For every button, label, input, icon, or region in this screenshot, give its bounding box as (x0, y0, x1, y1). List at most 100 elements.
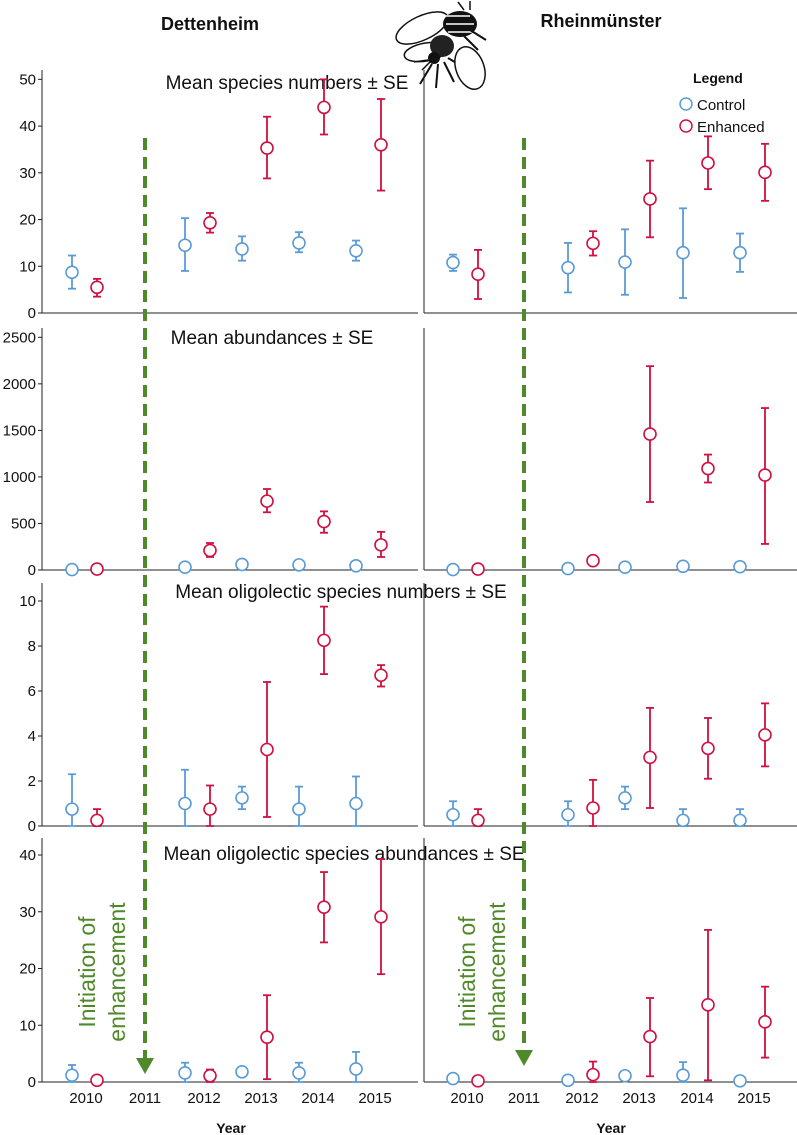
mean-marker (374, 668, 388, 683)
point-enhanced-2014 (701, 717, 715, 780)
mean-marker (374, 538, 388, 552)
y-tick-label: 2000 (3, 376, 36, 393)
point-control-2014 (676, 207, 690, 299)
point-enhanced-2014 (317, 78, 331, 136)
point-enhanced-2013 (260, 994, 274, 1081)
point-control-2015 (733, 808, 747, 828)
panel-1 (423, 70, 797, 314)
point-enhanced-2012 (586, 1060, 600, 1083)
x-axis-label-right: Year (596, 1120, 626, 1135)
y-tick-label: 20 (19, 212, 36, 229)
mean-marker (235, 557, 249, 572)
mean-marker (586, 1067, 600, 1082)
mean-marker (260, 141, 274, 155)
panel-5 (423, 583, 797, 828)
point-enhanced-2013 (643, 159, 657, 239)
site-title-dettenheim: Dettenheim (161, 14, 259, 34)
x-ticks: 2010 2011 2012 2013 2014 2015 2010 2011 2012 2013… (69, 1090, 770, 1107)
point-control-2014 (292, 785, 306, 827)
y-tick-label: 10 (19, 258, 36, 275)
annotation-line2-right: enhancement (484, 902, 510, 1042)
mean-marker (203, 543, 217, 558)
point-control-2013 (235, 235, 249, 262)
point-control-2012 (178, 560, 192, 575)
panel-2: 0 500 1000 1500 2000 2500 (3, 328, 418, 579)
point-enhanced-2014 (701, 453, 715, 484)
annotation-text-left: Initiation of enhancement (74, 902, 130, 1042)
x-tick-label: 2012 (187, 1090, 220, 1107)
y-tick-label: 8 (28, 638, 36, 655)
mean-marker (178, 560, 192, 575)
legend-marker-control (679, 97, 693, 111)
point-control-2012 (178, 1061, 192, 1083)
point-control-2012 (561, 1073, 575, 1088)
point-control-2014 (292, 231, 306, 254)
point-enhanced-2012 (203, 212, 217, 234)
x-tick-label: 2012 (565, 1090, 598, 1107)
point-control-2013 (235, 785, 249, 811)
mean-marker (618, 791, 632, 805)
y-tick-label: 40 (19, 847, 36, 864)
y-tick-label: 1500 (3, 422, 36, 439)
x-tick-label: 2015 (737, 1090, 770, 1107)
mean-marker (471, 562, 485, 576)
mean-marker (643, 1029, 657, 1044)
mean-marker (676, 1068, 690, 1082)
point-control-2015 (349, 775, 363, 827)
point-enhanced-2012 (586, 778, 600, 827)
y-tick-label: 20 (19, 961, 36, 978)
annotation-line1-right: Initiation of (454, 916, 480, 1028)
point-enhanced-2010 (90, 562, 104, 576)
y-tick-label: 30 (19, 904, 36, 921)
point-enhanced-2013 (643, 706, 657, 809)
point-control-2013 (618, 1068, 632, 1083)
mean-marker (586, 801, 600, 815)
mean-marker (178, 796, 192, 811)
mean-marker (65, 562, 79, 577)
y-tick-label: 2 (28, 773, 36, 790)
mean-marker (260, 1030, 274, 1044)
mean-marker (446, 807, 460, 822)
point-enhanced-2015 (374, 858, 388, 976)
y-tick-label: 1000 (3, 469, 36, 486)
x-tick-label: 2011 (508, 1090, 540, 1107)
mean-marker (561, 1073, 575, 1088)
y-tick-label: 500 (11, 515, 36, 532)
y-tick-label: 0 (28, 305, 36, 322)
point-control-2014 (292, 558, 306, 572)
mean-marker (90, 562, 104, 576)
annotation-text-right: Initiation of enhancement (454, 902, 510, 1042)
point-enhanced-2015 (374, 530, 388, 558)
point-control-2015 (733, 559, 747, 574)
point-control-2012 (561, 242, 575, 294)
panel-title-species-numbers: Mean species numbers ± SE (166, 73, 409, 94)
point-enhanced-2013 (643, 365, 657, 503)
point-enhanced-2012 (586, 553, 600, 568)
mean-marker (317, 514, 331, 529)
point-control-2014 (676, 808, 690, 828)
mean-marker (317, 100, 331, 115)
mean-marker (733, 1074, 747, 1088)
mean-marker (733, 559, 747, 574)
point-control-2014 (676, 1061, 690, 1083)
point-enhanced-2010 (90, 277, 104, 298)
panel-title-oligolectic-numbers: Mean oligolectic species numbers ± SE (175, 582, 506, 603)
point-enhanced-2015 (374, 98, 388, 192)
point-control-2010 (65, 562, 79, 577)
mean-marker (260, 494, 274, 508)
y-tick-label: 2500 (3, 329, 36, 346)
x-tick-label: 2014 (301, 1090, 334, 1107)
point-control-2014 (676, 559, 690, 574)
mean-marker (758, 1015, 772, 1029)
mean-marker (178, 1066, 192, 1080)
mean-marker (586, 553, 600, 568)
panel-0: 0 10 20 30 40 50 (19, 70, 418, 322)
mean-marker (90, 813, 104, 828)
point-control-2014 (292, 1061, 306, 1083)
mean-marker (733, 813, 747, 828)
point-enhanced-2015 (758, 985, 772, 1059)
point-enhanced-2014 (701, 929, 715, 1082)
point-enhanced-2010 (90, 808, 104, 828)
point-control-2013 (235, 1064, 249, 1079)
